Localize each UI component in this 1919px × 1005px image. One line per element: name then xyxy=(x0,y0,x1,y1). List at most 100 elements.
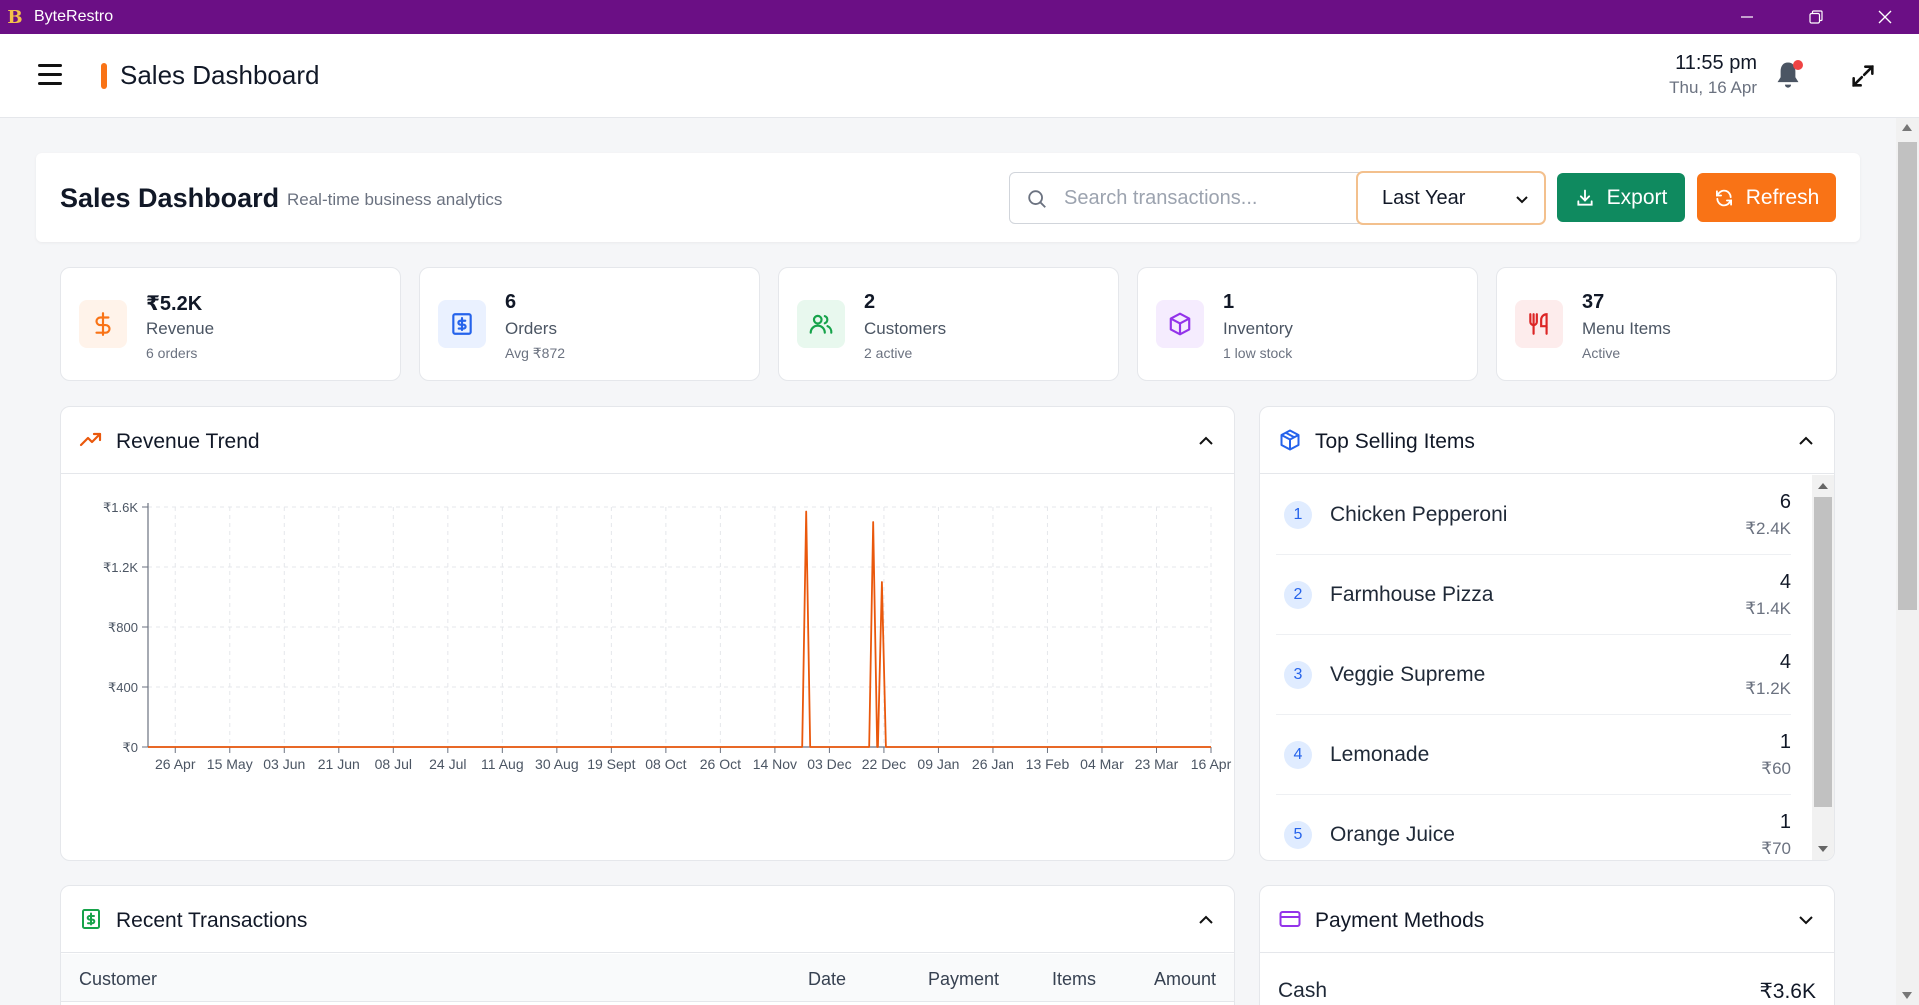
credit-card-icon xyxy=(1279,911,1301,927)
stat-value: 6 xyxy=(505,291,517,313)
export-button[interactable]: Export xyxy=(1557,173,1685,222)
column-header-items[interactable]: Items xyxy=(1052,969,1097,989)
x-tick-label: 26 Apr xyxy=(155,756,196,772)
stat-icon-box xyxy=(1515,300,1563,348)
download-icon xyxy=(1577,189,1593,206)
stat-sub: Active xyxy=(1582,345,1621,361)
item-name: Orange Juice xyxy=(1330,823,1455,846)
box-icon xyxy=(1169,312,1191,336)
x-tick-label: 13 Feb xyxy=(1026,756,1070,772)
stat-value: 2 xyxy=(864,291,876,313)
recent-transactions-panel: Recent Transactions Customer Date Paymen… xyxy=(60,885,1235,1005)
package-icon xyxy=(1280,429,1300,451)
refresh-button-label: Refresh xyxy=(1745,185,1820,209)
hamburger-icon-line xyxy=(38,73,62,76)
item-name: Chicken Pepperoni xyxy=(1330,503,1508,526)
hamburger-icon-line xyxy=(38,82,62,85)
page-scrollbar[interactable] xyxy=(1896,118,1919,1005)
close-icon xyxy=(1878,10,1891,24)
item-name: Farmhouse Pizza xyxy=(1330,583,1494,606)
stat-card-customers[interactable]: 2 Customers 2 active xyxy=(778,267,1119,381)
stat-label: Customers xyxy=(864,319,947,338)
x-tick-label: 16 Apr xyxy=(1191,756,1232,772)
panel-title: Revenue Trend xyxy=(116,430,260,453)
stat-sub: 1 low stock xyxy=(1223,345,1293,361)
dashboard-toolbar: Sales Dashboard Real-time business analy… xyxy=(36,153,1860,242)
x-tick-label: 03 Dec xyxy=(807,756,851,772)
chevron-down-icon[interactable] xyxy=(1796,910,1816,930)
list-scrollbar[interactable] xyxy=(1812,475,1834,860)
x-tick-label: 19 Sept xyxy=(587,756,635,772)
utensils-icon xyxy=(1529,313,1548,335)
minimize-icon xyxy=(1740,16,1753,18)
list-item[interactable]: 5 Orange Juice 1 ₹70 xyxy=(1276,795,1791,860)
restore-button[interactable] xyxy=(1781,0,1850,34)
scroll-up-arrow-icon[interactable] xyxy=(1902,124,1912,131)
refresh-button[interactable]: Refresh xyxy=(1697,173,1836,222)
stat-card-menu-items[interactable]: 37 Menu Items Active xyxy=(1496,267,1837,381)
column-header-amount[interactable]: Amount xyxy=(1153,969,1216,989)
item-amount: ₹1.2K xyxy=(1745,679,1791,698)
chevron-up-icon[interactable] xyxy=(1196,431,1216,451)
receipt-dollar-icon xyxy=(82,909,100,929)
scroll-down-arrow-icon[interactable] xyxy=(1902,992,1912,999)
x-tick-label: 26 Oct xyxy=(700,756,741,772)
y-tick-label: ₹400 xyxy=(108,680,138,695)
page-title: Sales Dashboard xyxy=(60,183,280,213)
rank-badge: 2 xyxy=(1284,581,1312,609)
menu-toggle-button[interactable] xyxy=(38,64,62,88)
scroll-down-arrow-icon[interactable] xyxy=(1818,846,1828,852)
x-tick-label: 15 May xyxy=(207,756,253,772)
item-qty: 4 xyxy=(1779,571,1791,593)
stat-icon-box xyxy=(79,300,127,348)
scrollbar-thumb[interactable] xyxy=(1898,142,1917,610)
revenue-trend-chart: ₹0 ₹400 ₹800 ₹1.2K ₹1.6K 26 Apr 15 May 03 Jun 21… xyxy=(103,500,1232,772)
refresh-icon xyxy=(1715,189,1732,206)
close-button[interactable] xyxy=(1850,0,1919,34)
list-item[interactable]: 4 Lemonade 1 ₹60 xyxy=(1276,715,1791,795)
stat-label: Menu Items xyxy=(1582,319,1671,338)
stat-icon-box xyxy=(438,300,486,348)
chevron-up-icon[interactable] xyxy=(1796,431,1816,451)
payment-method-name: Cash xyxy=(1278,979,1328,1002)
notification-badge xyxy=(1793,60,1803,70)
minimize-button[interactable] xyxy=(1712,0,1781,34)
column-header-date[interactable]: Date xyxy=(808,969,847,989)
stat-card-orders[interactable]: 6 Orders Avg ₹872 xyxy=(419,267,760,381)
column-header-customer[interactable]: Customer xyxy=(79,969,158,989)
clock-time: 11:55 pm xyxy=(1675,52,1757,74)
table-header: Customer Date Payment Items Amount xyxy=(61,954,1234,1002)
column-header-payment[interactable]: Payment xyxy=(928,969,1000,989)
stat-sub: 2 active xyxy=(864,345,913,361)
search-input[interactable] xyxy=(1064,173,1374,223)
notifications-button[interactable] xyxy=(1773,60,1803,92)
revenue-trend-panel: Revenue Trend ₹0 ₹400 ₹800 ₹1.2K ₹1.6K 26 Apr… xyxy=(60,406,1235,861)
list-item[interactable]: 1 Chicken Pepperoni 6 ₹2.4K xyxy=(1276,475,1791,555)
revenue-series-line xyxy=(148,510,1211,748)
x-tick-label: 26 Jan xyxy=(972,756,1014,772)
stat-value: ₹5.2K xyxy=(146,293,203,315)
stat-label: Inventory xyxy=(1223,319,1293,338)
item-qty: 6 xyxy=(1779,491,1791,513)
chevron-up-icon[interactable] xyxy=(1196,910,1216,930)
payment-methods-panel: Payment Methods Cash ₹3.6K xyxy=(1259,885,1835,1005)
list-item[interactable]: 2 Farmhouse Pizza 4 ₹1.4K xyxy=(1276,555,1791,635)
stat-card-revenue[interactable]: ₹5.2K Revenue 6 orders xyxy=(60,267,401,381)
scrollbar-thumb[interactable] xyxy=(1814,497,1832,807)
panel-header: Recent Transactions xyxy=(61,886,1234,953)
window-controls xyxy=(1712,0,1919,34)
window-titlebar: B ByteRestro xyxy=(0,0,1919,34)
period-select[interactable]: Last Year xyxy=(1356,171,1546,225)
panel-header: Payment Methods xyxy=(1260,886,1834,953)
period-select-value: Last Year xyxy=(1382,187,1466,209)
scroll-up-arrow-icon[interactable] xyxy=(1818,483,1828,489)
panel-title: Top Selling Items xyxy=(1315,430,1475,453)
list-item[interactable]: 3 Veggie Supreme 4 ₹1.2K xyxy=(1276,635,1791,715)
stat-card-inventory[interactable]: 1 Inventory 1 low stock xyxy=(1137,267,1478,381)
fullscreen-button[interactable] xyxy=(1849,62,1877,90)
rank-badge: 3 xyxy=(1284,661,1312,689)
item-qty: 1 xyxy=(1779,731,1791,753)
app-header: Sales Dashboard 11:55 pm Thu, 16 Apr xyxy=(0,34,1919,118)
stat-label: Orders xyxy=(505,319,557,338)
title-accent-bar xyxy=(101,63,107,89)
